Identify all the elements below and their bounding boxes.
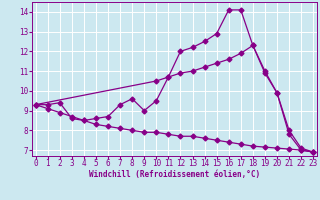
X-axis label: Windchill (Refroidissement éolien,°C): Windchill (Refroidissement éolien,°C) <box>89 170 260 179</box>
